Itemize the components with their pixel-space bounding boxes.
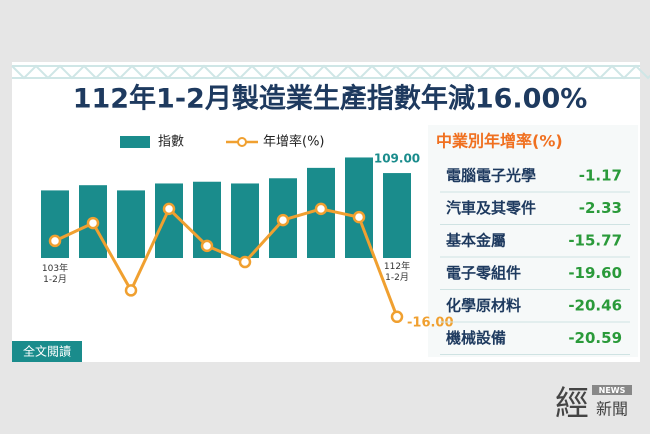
point [276, 213, 290, 227]
legend-label: 年增率(%) [263, 134, 325, 150]
read-button-label[interactable]: 全文閱讀 [23, 344, 71, 359]
row-value: -20.59 [568, 329, 622, 347]
logo-badge: NEWS [599, 386, 626, 395]
bar [155, 183, 183, 258]
row-name: 機械設備 [446, 329, 506, 347]
row-name: 電腦電子光學 [446, 167, 536, 185]
logo-main: 經 [555, 384, 589, 424]
x-tick-label: 112年 1-2月 [383, 262, 411, 283]
chart-title: 112年1-2月製造業生產指數年減16.00% [73, 83, 588, 115]
table-title: 中業別年增率(%) [436, 132, 563, 151]
point [352, 210, 366, 224]
logo-badge-bg [592, 385, 632, 395]
bar [117, 190, 145, 258]
side-panel [428, 125, 638, 357]
x-tick-label: 103年 1-2月 [41, 264, 69, 285]
point [162, 202, 176, 216]
logo-sub: 新聞 [596, 400, 628, 419]
point [200, 239, 214, 253]
row-name: 化學原材料 [446, 297, 521, 315]
read-button[interactable] [12, 341, 82, 362]
line [54, 206, 399, 318]
bar [383, 173, 411, 258]
row-value: -19.60 [568, 264, 622, 282]
row-value: -1.17 [579, 167, 622, 185]
point [124, 284, 138, 297]
point [48, 234, 62, 248]
row-value: -15.77 [568, 232, 622, 250]
legend-swatch [237, 137, 247, 147]
bar [231, 183, 259, 258]
legend-swatch [120, 136, 150, 148]
data-label: 109.00 [374, 152, 420, 166]
row-value: -2.33 [579, 199, 622, 217]
point [86, 216, 100, 230]
row-value: -20.46 [568, 297, 622, 315]
row-name: 電子零組件 [446, 264, 521, 282]
point [390, 310, 404, 324]
point [314, 202, 328, 216]
lattice [11, 64, 650, 80]
row-name: 汽車及其零件 [446, 199, 536, 217]
row-name: 基本金屬 [445, 232, 506, 250]
bar [41, 190, 69, 258]
point [238, 255, 252, 269]
data-label: -16.00 [407, 315, 454, 330]
legend-label: 指數 [158, 135, 184, 150]
